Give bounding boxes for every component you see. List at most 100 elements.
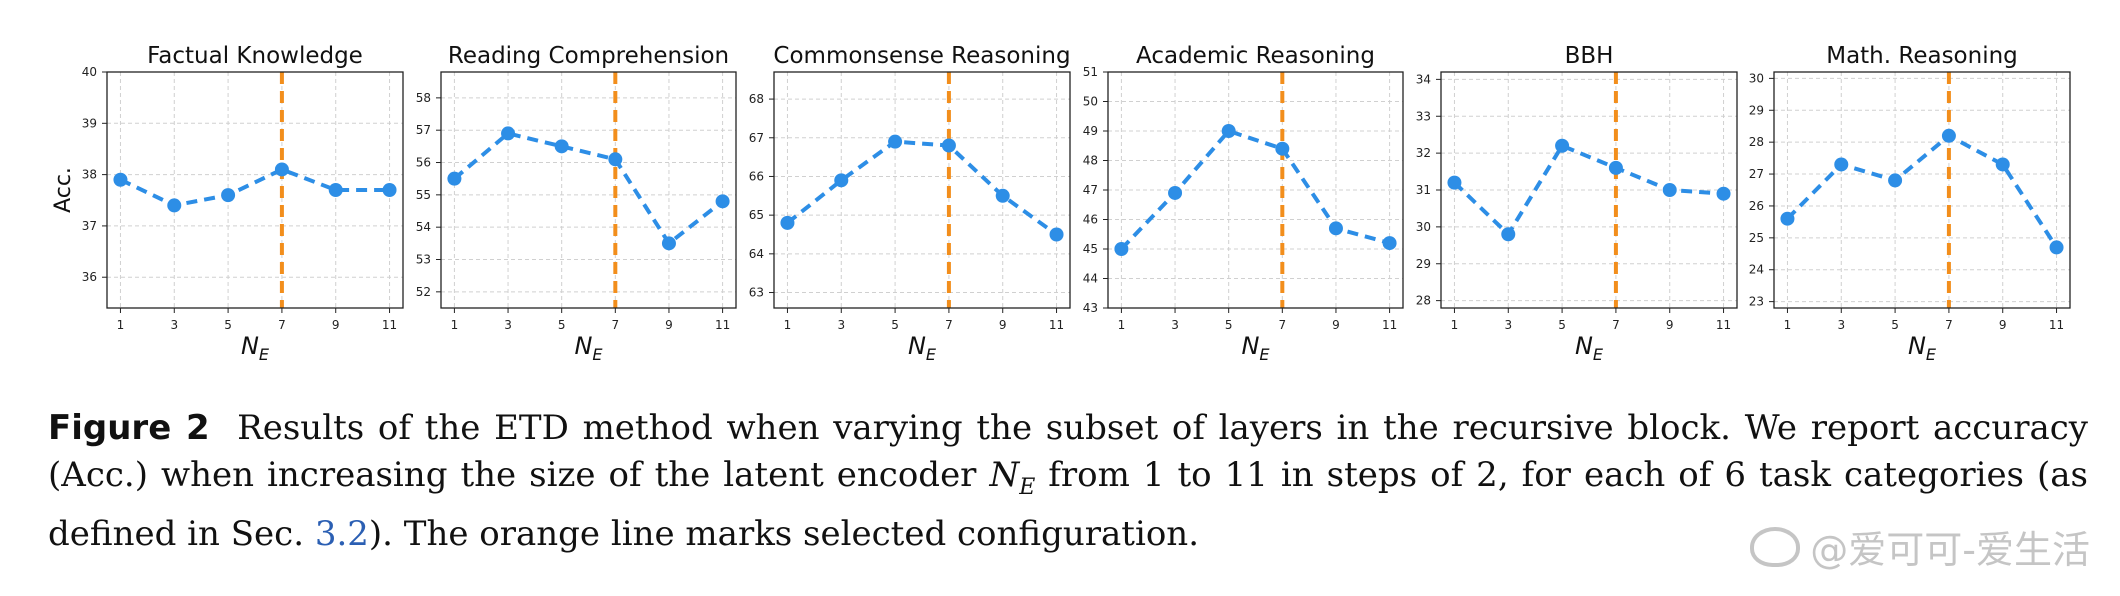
- y-tick-label: 66: [749, 169, 764, 183]
- y-tick-label: 34: [1416, 72, 1431, 86]
- x-tick-label: 5: [1558, 318, 1566, 332]
- x-tick-label: 5: [558, 318, 566, 332]
- x-tick-label: 1: [1784, 318, 1792, 332]
- x-tick-label: 5: [1891, 318, 1899, 332]
- x-tick-label: 3: [1837, 318, 1845, 332]
- y-tick-label: 51: [1083, 65, 1098, 79]
- plot-frame: [773, 71, 1071, 309]
- series-line: [119, 167, 390, 208]
- x-axis-label: NE: [1575, 332, 1604, 364]
- y-tick-label: 28: [1416, 294, 1431, 308]
- y-tick-label: 45: [1083, 242, 1098, 256]
- y-tick-label: 47: [1083, 183, 1098, 197]
- chart-title: Math. Reasoning: [1826, 43, 2018, 69]
- data-point: [1716, 186, 1731, 201]
- chart-title: Factual Knowledge: [147, 43, 363, 69]
- chart-panel: 1 3 5 7 9 11 28 29 30 31 32 33 34 BBH NE: [1416, 43, 1738, 364]
- x-axis-label: NE: [574, 332, 603, 364]
- section-reference-link[interactable]: 3.2: [314, 513, 369, 554]
- y-tick-label: 43: [1083, 301, 1098, 315]
- x-tick-label: 3: [170, 318, 178, 332]
- data-point: [328, 183, 343, 197]
- x-tick-label: 3: [504, 318, 512, 332]
- data-point: [941, 138, 956, 153]
- watermark-text: @爱可可-爱生活: [1810, 528, 2090, 572]
- data-point: [608, 152, 623, 167]
- chart-title: BBH: [1565, 43, 1614, 69]
- series-line: [1786, 133, 2059, 249]
- y-tick-label: 28: [1749, 135, 1764, 149]
- x-tick-label: 7: [1278, 318, 1286, 332]
- data-point: [382, 183, 397, 197]
- data-point: [221, 188, 236, 203]
- x-tick-label: 5: [224, 318, 232, 332]
- y-tick-label: 48: [1083, 154, 1098, 168]
- y-tick-label: 27: [1749, 167, 1764, 181]
- y-tick-label: 44: [1083, 272, 1098, 286]
- y-tick-label: 46: [1083, 213, 1098, 227]
- chart-panel: 1 3 5 7 9 11 36 37 38 39 40 Factual Knowledge NE Acc.: [51, 43, 404, 364]
- x-tick-label: 7: [1945, 318, 1953, 332]
- y-tick-label: 40: [82, 65, 97, 79]
- y-tick-label: 50: [1083, 95, 1098, 109]
- data-point: [274, 162, 289, 177]
- data-point: [447, 171, 462, 186]
- x-axis-label: NE: [241, 332, 270, 364]
- y-tick-label: 38: [82, 168, 97, 182]
- y-tick-label: 54: [416, 220, 431, 234]
- y-tick-label: 32: [1416, 146, 1431, 160]
- x-tick-label: 11: [1382, 318, 1397, 332]
- x-axis-label: NE: [1241, 332, 1270, 364]
- x-tick-label: 9: [1999, 318, 2007, 332]
- data-point: [715, 194, 730, 209]
- caption-math-variable: NE: [989, 455, 1036, 500]
- x-tick-label: 7: [278, 318, 286, 332]
- x-tick-label: 9: [999, 318, 1007, 332]
- data-point: [1447, 175, 1462, 190]
- x-tick-label: 7: [945, 318, 953, 332]
- chart-title: Academic Reasoning: [1136, 43, 1375, 69]
- data-point: [1168, 185, 1183, 200]
- data-point: [1114, 242, 1129, 256]
- data-point: [661, 236, 676, 251]
- y-tick-label: 52: [416, 285, 431, 299]
- y-tick-label: 26: [1749, 199, 1764, 213]
- y-tick-label: 57: [416, 123, 431, 137]
- data-point: [780, 215, 795, 230]
- x-tick-label: 11: [715, 318, 730, 332]
- chart-panel: 1 3 5 7 9 11 43 44 45 46 47 48 49 50 51 Academic Reason…: [1083, 43, 1404, 364]
- x-tick-label: 9: [1332, 318, 1340, 332]
- series-line: [1453, 143, 1724, 238]
- data-point: [1275, 141, 1290, 156]
- x-tick-label: 1: [784, 318, 792, 332]
- x-tick-label: 3: [1171, 318, 1179, 332]
- y-tick-label: 23: [1749, 295, 1764, 309]
- chart-title: Reading Comprehension: [448, 43, 729, 69]
- y-tick-label: 55: [416, 188, 431, 202]
- chart-panel: 1 3 5 7 9 11 63 64 65 66 67 68 Commonsense Reasoning…: [749, 43, 1071, 364]
- data-point: [1995, 157, 2010, 172]
- data-point: [888, 134, 903, 149]
- x-tick-label: 11: [1049, 318, 1064, 332]
- y-tick-label: 25: [1749, 231, 1764, 245]
- x-tick-label: 5: [1225, 318, 1233, 332]
- y-axis-label: Acc.: [51, 167, 76, 213]
- x-tick-label: 3: [837, 318, 845, 332]
- data-point: [2049, 240, 2064, 255]
- x-axis-label: NE: [908, 332, 937, 364]
- series-line: [1119, 128, 1391, 251]
- chart-title: Commonsense Reasoning: [773, 43, 1070, 69]
- data-point: [1941, 128, 1956, 143]
- y-tick-label: 39: [82, 116, 97, 130]
- data-point: [113, 172, 128, 187]
- x-axis-label: NE: [1908, 332, 1937, 364]
- data-point: [1555, 138, 1570, 153]
- data-point: [1328, 221, 1343, 236]
- plot-frame: [106, 71, 404, 309]
- y-tick-label: 67: [749, 131, 764, 145]
- y-tick-label: 49: [1083, 124, 1098, 138]
- y-tick-label: 29: [1416, 257, 1431, 271]
- series-line: [786, 139, 1058, 237]
